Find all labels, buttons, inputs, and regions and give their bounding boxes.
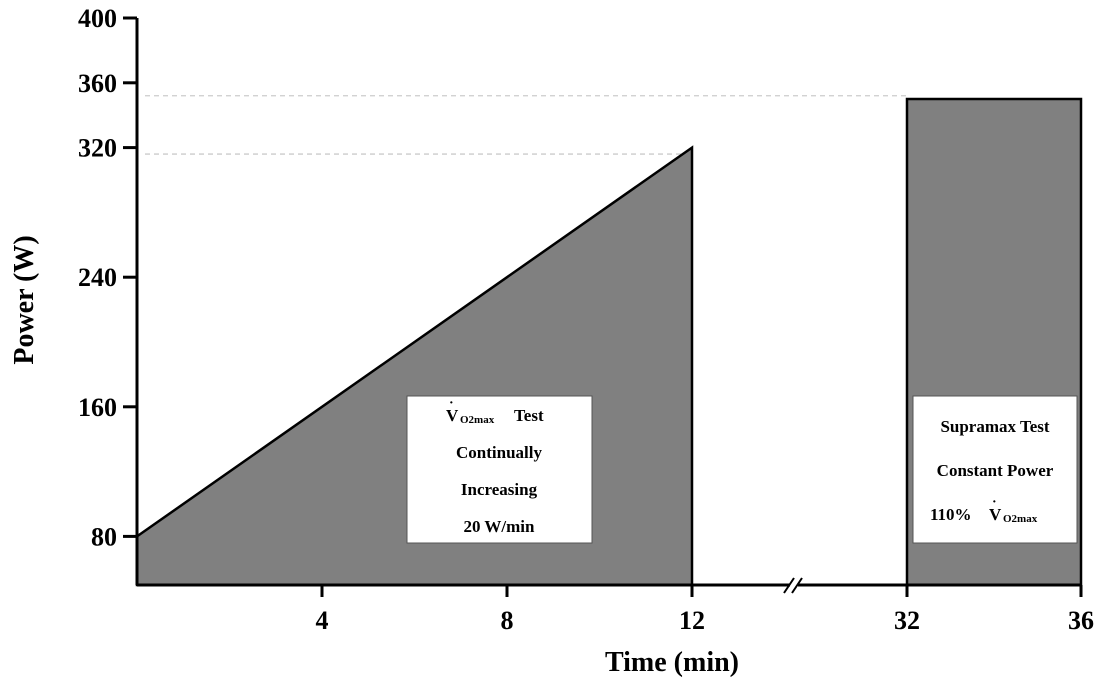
y-tick-label-80: 80 — [91, 522, 117, 551]
x-tick-label-32: 32 — [894, 606, 920, 635]
x-tick-label-4: 4 — [316, 606, 329, 635]
supramax-box-line2: Constant Power — [937, 461, 1054, 480]
supramax-box-line3-sub: O2max — [1003, 513, 1038, 525]
axis-break-mark-1 — [783, 577, 795, 594]
y-tick-label-360: 360 — [78, 69, 117, 98]
x-tick-label-8: 8 — [501, 606, 514, 635]
ramp-box-line4: 20 W/min — [463, 517, 535, 536]
y-axis-title: Power (W) — [9, 235, 40, 364]
supramax-box-line1: Supramax Test — [940, 417, 1049, 436]
ramp-box-line2: Continually — [456, 443, 542, 462]
y-tick-label-320: 320 — [78, 134, 117, 163]
y-tick-label-160: 160 — [78, 393, 117, 422]
ramp-box-line1-sub: O2max — [460, 414, 495, 426]
ramp-box-v-dot: · — [449, 396, 454, 411]
ramp-box-line1-rest: Test — [514, 406, 544, 425]
ticks: 80 160 240 320 360 400 4 8 12 32 36 — [78, 4, 1094, 635]
supramax-box-v-dot: · — [992, 495, 997, 510]
reference-lines — [145, 95, 907, 155]
ramp-box-line3: Increasing — [461, 480, 538, 499]
y-tick-label-400: 400 — [78, 4, 117, 33]
y-tick-label-240: 240 — [78, 263, 117, 292]
x-tick-label-12: 12 — [679, 606, 705, 635]
x-tick-label-36: 36 — [1068, 606, 1094, 635]
supramax-box-line3-v: V — [989, 505, 1002, 524]
supramax-annotation-box: Supramax Test Constant Power 110% V · O2… — [912, 395, 1078, 544]
ramp-box-line1-v: V — [446, 406, 459, 425]
data-areas — [135, 97, 1083, 587]
axes — [135, 18, 1081, 594]
supramax-box-line3-prefix: 110% — [930, 505, 972, 524]
ramp-annotation-box: V · O2max Test Continually Increasing 20… — [406, 395, 593, 544]
axis-break-mark-2 — [791, 577, 803, 594]
x-axis-title: Time (min) — [605, 647, 739, 678]
